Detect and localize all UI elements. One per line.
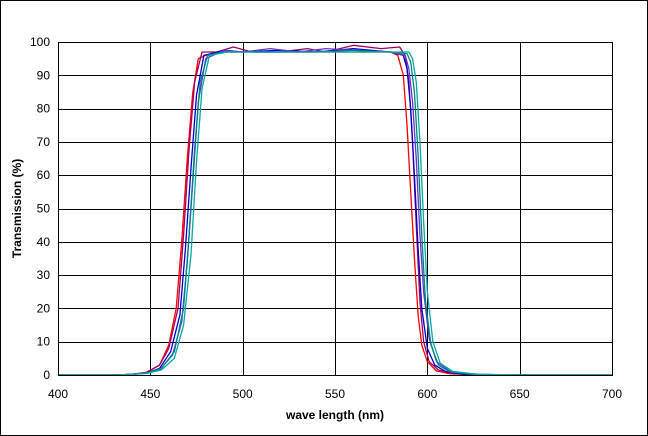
x-axis-label: wave length (nm) xyxy=(285,408,384,422)
y-tick-label: 30 xyxy=(37,268,51,282)
tick-labels: 0 10 20 30 40 50 60 70 80 90 100 400 450 500 550 600 650… xyxy=(30,35,622,401)
y-tick-label: 50 xyxy=(37,202,51,216)
x-tick-label: 600 xyxy=(417,387,437,401)
series-line-2 xyxy=(58,44,612,376)
y-tick-label: 60 xyxy=(37,168,51,182)
x-tick-label: 550 xyxy=(325,387,345,401)
y-tick-label: 10 xyxy=(37,335,51,349)
series-line-6 xyxy=(58,51,612,376)
y-axis-label: Transmission (%) xyxy=(10,159,24,258)
y-tick-label: 100 xyxy=(30,35,50,49)
plot-area-border xyxy=(58,42,613,376)
grid-lines xyxy=(58,42,612,375)
x-tick-label: 400 xyxy=(48,387,68,401)
y-tick-label: 80 xyxy=(37,102,51,116)
series-layer xyxy=(58,44,612,376)
y-tick-label: 90 xyxy=(37,68,51,82)
y-tick-label: 40 xyxy=(37,235,51,249)
y-tick-label: 20 xyxy=(37,301,51,315)
x-tick-label: 450 xyxy=(140,387,160,401)
x-tick-label: 500 xyxy=(233,387,253,401)
x-tick-label: 650 xyxy=(510,387,530,401)
x-tick-label: 700 xyxy=(602,387,622,401)
y-tick-label: 0 xyxy=(43,368,50,382)
y-tick-label: 70 xyxy=(37,135,51,149)
